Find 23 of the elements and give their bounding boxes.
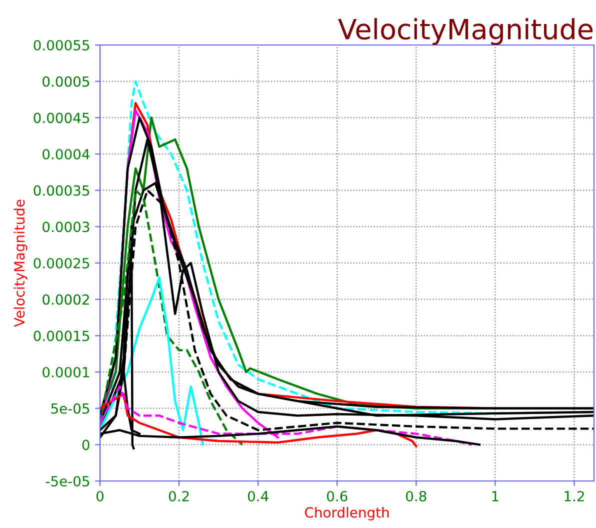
chart-title: VelocityMagnitude xyxy=(338,18,593,45)
y-tick-label: 0.00015 xyxy=(34,330,90,342)
y-tick-label: 0.0001 xyxy=(42,366,89,378)
y-axis-title: VelocityMagnitude xyxy=(14,200,28,327)
x-tick-label: 0 xyxy=(96,490,104,502)
y-tick-label: 0.00025 xyxy=(34,258,90,268)
y-tick-label: 0.0004 xyxy=(42,148,90,160)
y-tick-label: 0.0002 xyxy=(42,294,89,305)
y-tick-label: 0.00055 xyxy=(34,40,90,50)
x-tick-label: 1 xyxy=(492,491,498,502)
x-tick-label: 0.2 xyxy=(168,490,189,502)
x-tick-label: 0.6 xyxy=(326,490,348,502)
x-tick-label: 1.2 xyxy=(564,490,584,502)
y-tick-label: 0 xyxy=(82,440,90,450)
x-tick-label: 0.4 xyxy=(248,490,268,502)
y-tick-label: 0.0005 xyxy=(42,76,90,87)
y-tick-label: 0.0003 xyxy=(42,222,90,232)
x-axis-title: Chordlength xyxy=(305,506,389,520)
y-tick-label: 5e-05 xyxy=(51,403,90,414)
y-tick-label: 0.00035 xyxy=(34,185,90,196)
y-tick-label: 0.00045 xyxy=(34,112,90,124)
y-tick-label: -5e-05 xyxy=(46,476,90,486)
x-tick-label: 0.8 xyxy=(406,490,426,502)
